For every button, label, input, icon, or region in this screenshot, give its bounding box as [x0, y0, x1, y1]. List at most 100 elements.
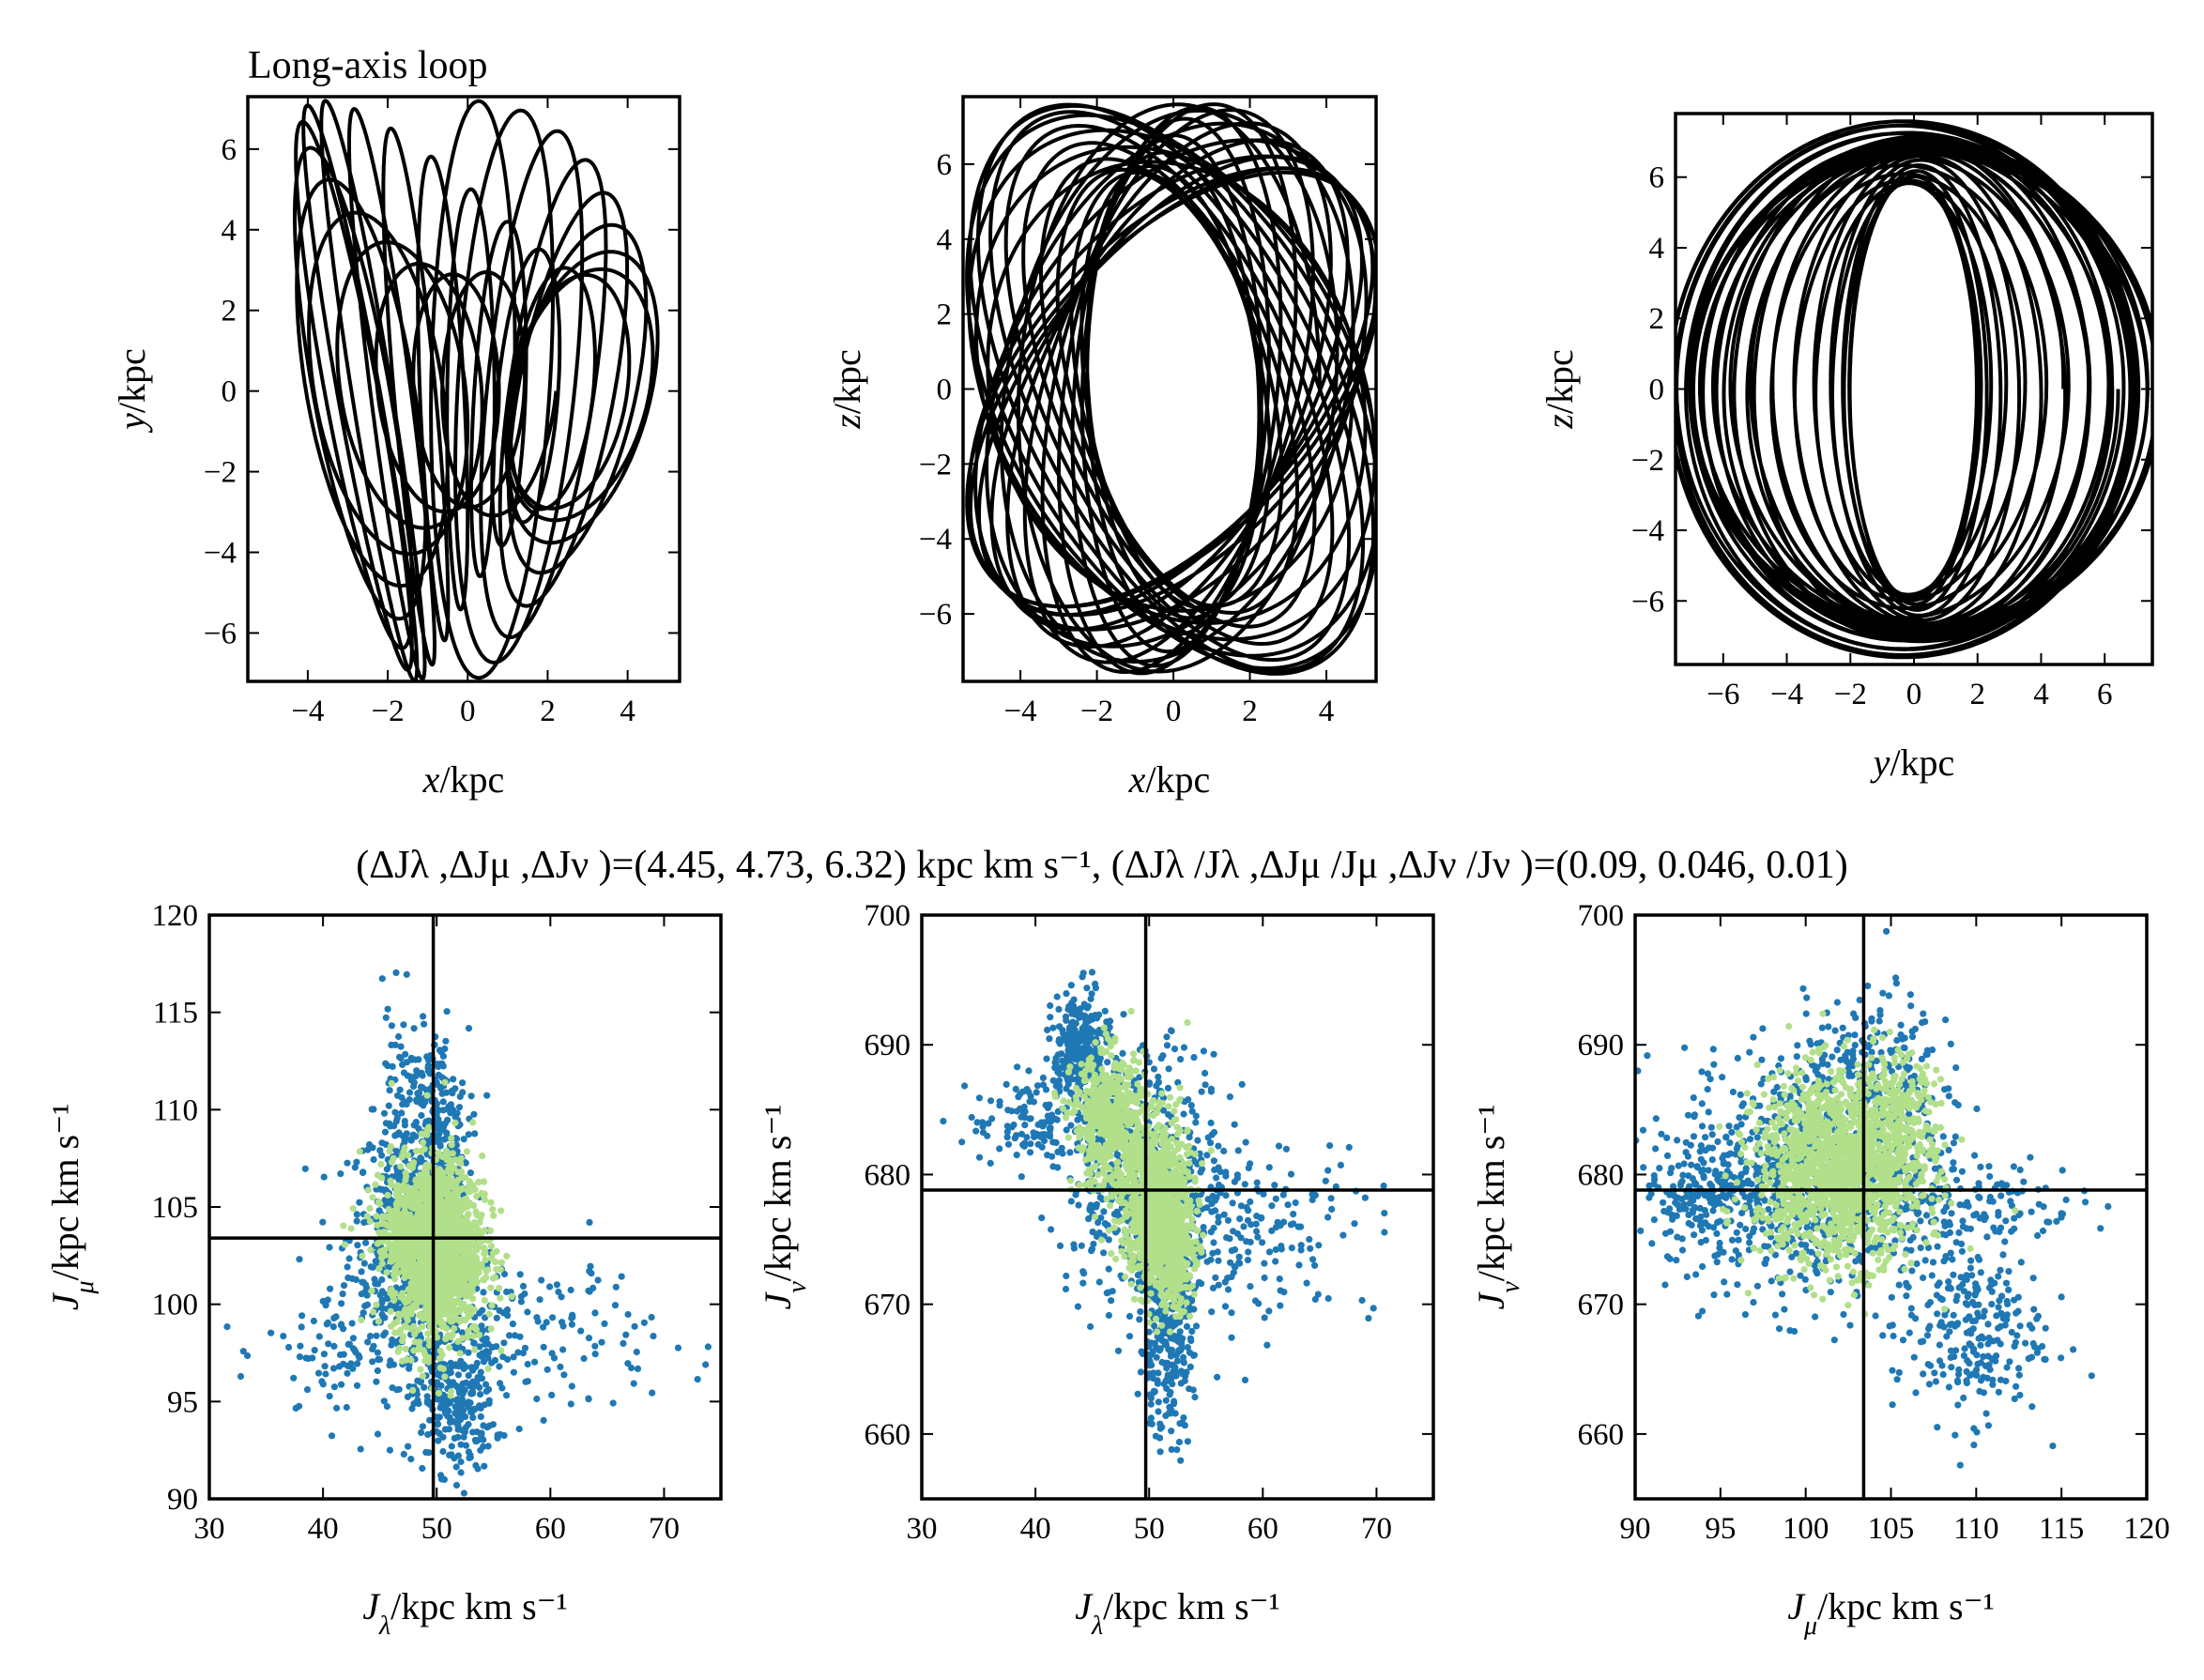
scatter-point — [362, 1281, 370, 1289]
x-tick-label: 30 — [194, 1512, 225, 1546]
scatter-point — [457, 1168, 466, 1176]
scatter-point — [399, 1290, 406, 1297]
scatter-point — [553, 1281, 561, 1289]
scatter-point — [1134, 1390, 1141, 1397]
scatter-point — [1184, 1438, 1191, 1445]
scatter-point — [417, 1310, 424, 1318]
scatter-point — [463, 1195, 470, 1202]
scatter-point — [446, 1451, 453, 1459]
scatter-point — [1211, 1166, 1218, 1174]
scatter-point — [1168, 1350, 1175, 1357]
scatter-point — [349, 1335, 357, 1342]
scatter-point — [546, 1283, 554, 1291]
scatter-point — [1257, 1214, 1264, 1222]
scatter-point — [1059, 1105, 1066, 1112]
scatter-point — [455, 1256, 463, 1263]
scatter-point — [443, 1305, 451, 1312]
scatter-point — [649, 1389, 656, 1397]
scatter-point — [447, 1156, 454, 1164]
scatter-point — [451, 1455, 458, 1462]
scatter-point — [493, 1314, 500, 1321]
figure-title: (ΔJλ ,ΔJμ ,ΔJν )=(4.45, 4.73, 6.32) kpc … — [356, 844, 1847, 887]
scatter-point — [1277, 1302, 1284, 1309]
scatter-point — [384, 1295, 391, 1303]
scatter-point — [1146, 1370, 1154, 1378]
scatter-point — [979, 1129, 987, 1137]
scatter-point — [1052, 1082, 1060, 1090]
scatter-point — [340, 1360, 347, 1367]
scatter-point — [442, 1037, 450, 1045]
scatter-point — [1096, 1194, 1104, 1201]
scatter-point — [1200, 1047, 1207, 1055]
scatter-point — [1105, 1311, 1112, 1320]
scatter-point — [436, 1301, 443, 1308]
scatter-point — [640, 1319, 649, 1326]
scatter-point — [465, 1372, 472, 1380]
scatter-point — [471, 1130, 479, 1138]
scatter-point — [390, 1257, 397, 1264]
scatter-point — [358, 1316, 365, 1323]
x-tick-label: 4 — [620, 695, 635, 728]
scatter-point — [447, 1242, 454, 1249]
scatter-point — [1094, 1171, 1102, 1179]
scatter-point — [364, 1338, 372, 1346]
scatter-point — [1039, 1074, 1047, 1081]
scatter-point — [1058, 1050, 1065, 1058]
scatter-point — [414, 1377, 421, 1384]
scatter-point — [585, 1335, 593, 1342]
scatter-point — [388, 1041, 395, 1048]
scatter-point — [410, 1275, 418, 1283]
scatter-point — [1086, 1016, 1094, 1024]
scatter-point — [382, 1014, 390, 1021]
scatter-point — [503, 1252, 511, 1260]
scatter-point — [469, 1119, 477, 1126]
scatter-point — [467, 1303, 474, 1311]
scatter-point — [398, 1153, 406, 1161]
scatter-point — [1279, 1191, 1287, 1199]
scatter-point — [364, 1186, 372, 1194]
scatter-point — [470, 1110, 478, 1118]
scatter-point — [423, 1253, 431, 1260]
scatter-point — [297, 1342, 304, 1350]
scatter-point — [296, 1402, 303, 1410]
scatter-point — [441, 1185, 449, 1193]
scatter-point — [446, 1413, 453, 1421]
scatter-point — [415, 1264, 422, 1272]
scatter-point — [1215, 1257, 1222, 1264]
scatter-point — [1235, 1259, 1243, 1266]
y-axis-label-xz: z/kpc — [826, 349, 868, 429]
scatter-point — [1067, 1122, 1075, 1129]
scatter-point — [467, 1169, 474, 1177]
scatter-point — [1008, 1123, 1016, 1131]
x-tick-label: 4 — [2033, 678, 2049, 711]
scatter-point — [420, 1298, 427, 1306]
scatter-point — [480, 1192, 487, 1199]
scatter-point — [467, 1226, 474, 1233]
scatter-point — [1324, 1167, 1332, 1174]
scatter-point — [348, 1320, 356, 1327]
data-yz — [1676, 119, 2152, 660]
scatter-point — [1065, 1002, 1073, 1010]
scatter-point — [567, 1286, 574, 1294]
scatter-point — [1091, 1213, 1099, 1221]
scatter-point — [386, 1087, 393, 1094]
scatter-point — [1212, 1274, 1219, 1281]
scatter-point — [611, 1302, 620, 1309]
scatter-point — [1107, 1017, 1114, 1025]
scatter-point — [416, 1178, 423, 1185]
scatter-point — [1173, 1357, 1181, 1365]
scatter-point — [1038, 1131, 1046, 1138]
scatter-point — [360, 1168, 367, 1176]
scatter-point — [436, 1364, 444, 1371]
scatter-point — [385, 1102, 392, 1109]
y-tick-label: 2 — [222, 295, 237, 328]
scatter-point — [366, 1333, 375, 1340]
scatter-point — [386, 1362, 393, 1369]
scatter-point — [328, 1432, 336, 1440]
scatter-point — [473, 1359, 481, 1367]
scatter-point — [1311, 1261, 1319, 1269]
scatter-point — [1087, 1322, 1094, 1331]
scatter-point — [1324, 1214, 1332, 1221]
scatter-point — [409, 1269, 417, 1276]
